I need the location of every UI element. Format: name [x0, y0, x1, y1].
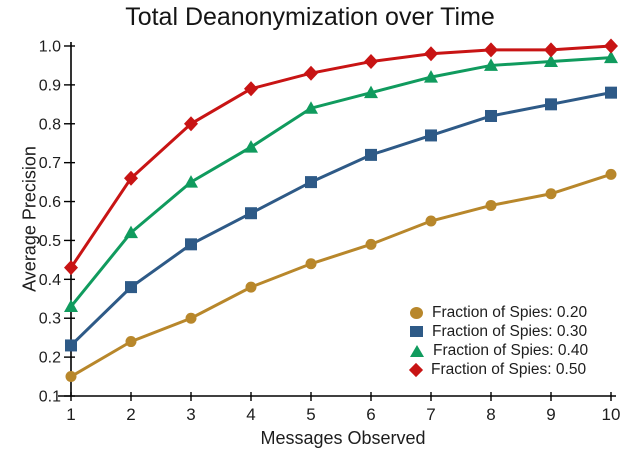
legend-item: Fraction of Spies: 0.30: [410, 323, 588, 340]
triangle-marker-icon: [410, 344, 424, 357]
data-point-diamond: [424, 46, 438, 62]
data-point-triangle: [304, 101, 318, 114]
data-point-circle: [65, 371, 77, 383]
y-tick-label: 0.5: [39, 233, 61, 250]
data-point-triangle: [124, 225, 138, 239]
data-point-square: [65, 339, 77, 352]
data-point-triangle: [364, 85, 378, 99]
legend-label: Fraction of Spies: 0.50: [431, 360, 587, 378]
legend-label: Fraction of Spies: 0.30: [432, 322, 588, 340]
x-axis-label: Messages Observed: [260, 428, 426, 448]
data-point-square: [245, 207, 257, 220]
data-point-circle: [605, 168, 617, 180]
x-tick-label: 4: [246, 405, 255, 424]
legend: Fraction of Spies: 0.20 Fraction of Spie…: [408, 304, 588, 378]
data-point-diamond: [544, 42, 558, 58]
data-point-triangle: [64, 299, 78, 313]
x-tick-label: 1: [66, 405, 75, 424]
y-tick-label: 0.4: [39, 272, 61, 289]
x-tick-label: 5: [306, 405, 315, 424]
x-tick-label: 2: [126, 405, 135, 424]
data-point-diamond: [64, 260, 78, 276]
y-tick-label: 0.7: [39, 155, 61, 172]
square-marker-icon: [410, 326, 423, 337]
legend-item: Fraction of Spies: 0.50: [408, 360, 588, 378]
x-tick-label: 9: [546, 405, 555, 424]
y-tick-label: 0.6: [39, 194, 61, 211]
data-point-diamond: [124, 170, 138, 186]
data-point-circle: [185, 312, 197, 324]
x-tick-label: 8: [486, 405, 495, 424]
x-tick-label: 3: [186, 405, 195, 424]
data-point-triangle: [184, 175, 198, 188]
legend-item: Fraction of Spies: 0.20: [410, 304, 588, 321]
series-line: [69, 44, 612, 269]
circle-marker-icon: [410, 306, 423, 319]
x-tick-label: 10: [602, 405, 620, 424]
data-point-triangle: [244, 140, 258, 153]
y-tick-label: 0.2: [39, 350, 61, 367]
data-point-circle: [245, 281, 257, 293]
data-point-triangle: [544, 54, 558, 68]
y-tick-label: 0.8: [39, 116, 61, 133]
data-point-square: [185, 238, 197, 251]
chart-title: Total Deanonymization over Time: [125, 3, 495, 31]
data-point-circle: [545, 188, 557, 200]
y-tick-label: 0.1: [39, 389, 61, 406]
legend-label: Fraction of Spies: 0.20: [432, 303, 588, 321]
data-point-diamond: [184, 116, 198, 132]
y-tick-label: 0.9: [39, 77, 61, 94]
data-point-diamond: [364, 54, 378, 70]
y-tick-label: 0.3: [39, 311, 61, 328]
data-point-square: [545, 98, 557, 111]
data-point-square: [485, 109, 497, 122]
data-point-triangle: [424, 70, 438, 83]
series-line: [70, 172, 612, 378]
data-point-circle: [425, 215, 437, 227]
series-line: [69, 91, 612, 347]
data-point-diamond: [304, 65, 318, 81]
data-point-triangle: [604, 50, 618, 64]
data-point-circle: [305, 258, 317, 270]
data-point-circle: [365, 238, 377, 250]
data-point-diamond: [244, 81, 258, 97]
data-point-square: [305, 176, 317, 189]
data-point-square: [425, 129, 437, 142]
data-point-triangle: [484, 58, 498, 71]
data-point-diamond: [604, 38, 618, 54]
x-tick-label: 7: [426, 405, 435, 424]
data-point-diamond: [484, 42, 498, 58]
y-tick-label: 1.0: [39, 38, 61, 55]
data-point-square: [605, 86, 617, 99]
series-line: [69, 56, 612, 308]
legend-label: Fraction of Spies: 0.40: [433, 341, 589, 359]
legend-item: Fraction of Spies: 0.40: [410, 342, 588, 359]
data-point-square: [125, 281, 137, 294]
diamond-marker-icon: [408, 362, 424, 377]
data-point-circle: [485, 199, 497, 211]
x-tick-label: 6: [366, 405, 375, 424]
data-point-square: [365, 148, 377, 161]
data-point-circle: [125, 336, 137, 348]
